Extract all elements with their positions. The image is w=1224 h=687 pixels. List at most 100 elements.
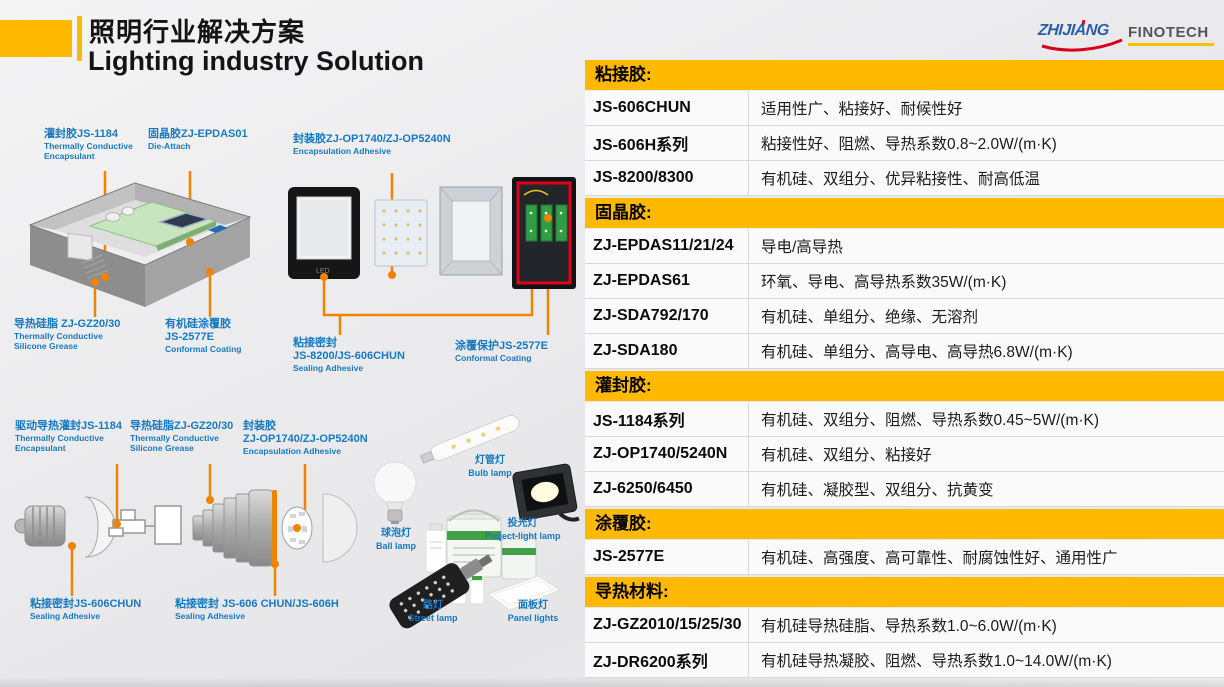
zhijiang-logo-swoosh-icon <box>1041 19 1123 52</box>
header-accent-bar <box>77 16 82 61</box>
lamp-label-flood: 投光灯 Project-light lamp <box>455 518 590 542</box>
product-cell: ZJ-OP1740/5240N <box>593 445 728 462</box>
label-bulb-encapsulation-en: Encapsulation Adhesive <box>243 446 341 457</box>
lamp-label-panel-cn: 面板灯 <box>518 600 548 611</box>
description-cell: 有机硅、双组分、阻燃、导热系数0.45~5W/(m·K) <box>748 402 1224 436</box>
table-row: ZJ-OP1740/5240N 有机硅、双组分、粘接好 <box>585 437 1224 472</box>
label-silicone-grease-en: Thermally Conductive Silicone Grease <box>14 331 103 352</box>
label-driver-encapsulant: 驱动导热灌封JS-1184 Thermally Conductive Encap… <box>15 420 122 454</box>
description-cell: 有机硅、双组分、优异粘接性、耐高低温 <box>748 161 1224 195</box>
label-bulb-sealing-1: 粘接密封JS-606CHUN Sealing Adhesive <box>30 598 141 621</box>
description-cell: 导电/高导热 <box>748 229 1224 263</box>
product-cell: ZJ-EPDAS61 <box>593 272 690 289</box>
label-bulb-sealing-2-cn: 粘接密封 JS-606 CHUN/JS-606H <box>175 598 339 610</box>
label-conformal-coating: 有机硅涂覆胶 JS-2577E Conformal Coating <box>165 318 242 355</box>
table-row: ZJ-6250/6450 有机硅、凝胶型、双组分、抗黄变 <box>585 472 1224 507</box>
description-cell: 有机硅、双组分、粘接好 <box>748 437 1224 471</box>
panel-light-diagram: LED <box>288 173 576 335</box>
label-bulb-sealing-1-en: Sealing Adhesive <box>30 611 101 622</box>
label-bulb-silicone-grease-cn: 导热硅脂ZJ-GZ20/30 <box>130 420 234 432</box>
table-row: JS-606CHUN 适用性广、粘接好、耐候性好 <box>585 91 1224 126</box>
label-conformal-coating-en: Conformal Coating <box>165 344 242 355</box>
pcb-enclosure-diagram <box>28 171 252 317</box>
label-encapsulant-en: Thermally Conductive Encapsulant <box>44 141 133 162</box>
label-encapsulant: 灌封胶JS-1184 Thermally Conductive Encapsul… <box>44 128 133 162</box>
description-cell: 有机硅、单组分、高导电、高导热6.8W/(m·K) <box>748 334 1224 368</box>
page-title-en: Lighting industry Solution <box>88 46 424 76</box>
product-cell: JS-606H系列 <box>593 137 689 154</box>
led-marking-text: LED <box>316 268 330 275</box>
label-die-attach-en: Die-Attach <box>148 141 191 152</box>
description-cell: 粘接性好、阻燃、导热系数0.8~2.0W/(m·K) <box>748 126 1224 160</box>
finotech-logo: FINOTECH <box>1128 24 1220 54</box>
product-cell: JS-1184系列 <box>593 413 685 430</box>
label-bulb-sealing-2-en: Sealing Adhesive <box>175 611 246 622</box>
description-cell: 有机硅导热凝胶、阻燃、导热系数1.0~14.0W/(m·K) <box>748 643 1224 677</box>
finotech-logo-underline <box>1128 43 1214 46</box>
lamp-label-street: 路灯 Street lamp <box>378 600 488 624</box>
table-row: ZJ-DR6200系列 有机硅导热凝胶、阻燃、导热系数1.0~14.0W/(m·… <box>585 643 1224 678</box>
lamp-label-street-en: Street lamp <box>408 612 458 623</box>
table-section-header: 固晶胶: <box>585 198 1224 228</box>
table-section-header: 涂覆胶: <box>585 509 1224 539</box>
bottom-shade <box>0 677 1224 687</box>
lamp-applications-diagram <box>373 414 580 629</box>
label-bulb-silicone-grease: 导热硅脂ZJ-GZ20/30 Thermally Conductive Sili… <box>130 420 233 454</box>
lamp-label-ball-en: Ball lamp <box>375 540 416 551</box>
header-accent-block <box>0 20 72 57</box>
label-conformal-coating-cn: 有机硅涂覆胶 JS-2577E <box>165 318 231 344</box>
bulb-exploded-diagram <box>14 464 358 596</box>
description-cell: 有机硅、高强度、高可靠性、耐腐蚀性好、通用性广 <box>748 540 1224 574</box>
label-sealing-adhesive-cn: 粘接密封 JS-8200/JS-606CHUN <box>293 337 405 363</box>
label-die-attach-cn: 固晶胶ZJ-EPDAS01 <box>148 128 248 140</box>
table-row: ZJ-EPDAS11/21/24 导电/高导热 <box>585 229 1224 264</box>
label-bulb-sealing-2: 粘接密封 JS-606 CHUN/JS-606H Sealing Adhesiv… <box>175 598 339 621</box>
label-driver-encapsulant-en: Thermally Conductive Encapsulant <box>15 433 104 454</box>
label-silicone-grease: 导热硅脂 ZJ-GZ20/30 Thermally Conductive Sil… <box>14 318 120 352</box>
description-cell: 适用性广、粘接好、耐候性好 <box>748 91 1224 125</box>
table-row: JS-2577E 有机硅、高强度、高可靠性、耐腐蚀性好、通用性广 <box>585 540 1224 575</box>
table-row: ZJ-SDA792/170 有机硅、单组分、绝缘、无溶剂 <box>585 299 1224 334</box>
label-silicone-grease-cn: 导热硅脂 ZJ-GZ20/30 <box>14 318 121 330</box>
description-cell: 有机硅、凝胶型、双组分、抗黄变 <box>748 472 1224 506</box>
product-cell: JS-2577E <box>593 548 665 565</box>
label-encapsulation-adhesive-cn: 封装胶ZJ-OP1740/ZJ-OP5240N <box>293 133 451 145</box>
table-row: JS-1184系列 有机硅、双组分、阻燃、导热系数0.45~5W/(m·K) <box>585 402 1224 437</box>
finotech-logo-text: FINOTECH <box>1128 24 1209 41</box>
product-cell: JS-8200/8300 <box>593 169 694 186</box>
table-section-header: 导热材料: <box>585 577 1224 607</box>
description-cell: 有机硅导热硅脂、导热系数1.0~6.0W/(m·K) <box>748 608 1224 642</box>
table-row: ZJ-GZ2010/15/25/30 有机硅导热硅脂、导热系数1.0~6.0W/… <box>585 608 1224 643</box>
product-cell: ZJ-DR6200系列 <box>593 654 708 671</box>
product-cell: JS-606CHUN <box>593 99 691 116</box>
label-driver-encapsulant-cn: 驱动导热灌封JS-1184 <box>15 420 122 432</box>
table-row: JS-606H系列 粘接性好、阻燃、导热系数0.8~2.0W/(m·K) <box>585 126 1224 161</box>
product-cell: ZJ-SDA792/170 <box>593 307 709 324</box>
product-cell: ZJ-GZ2010/15/25/30 <box>593 616 742 633</box>
lamp-label-tube: 灯管灯 Bulb lamp <box>440 455 540 479</box>
product-cell: ZJ-6250/6450 <box>593 480 693 497</box>
lamp-label-ball-cn: 球泡灯 <box>381 528 411 539</box>
lamp-label-street-cn: 路灯 <box>423 600 443 611</box>
lamp-label-panel: 面板灯 Panel lights <box>478 600 588 624</box>
zhijiang-logo-text: ZHIJIANG <box>1037 22 1110 39</box>
label-bulb-silicone-grease-en: Thermally Conductive Silicone Grease <box>130 433 219 454</box>
table-section-header: 粘接胶: <box>585 60 1224 90</box>
table-row: ZJ-EPDAS61 环氧、导电、高导热系数35W/(m·K) <box>585 264 1224 299</box>
product-cell: ZJ-SDA180 <box>593 342 678 359</box>
label-die-attach: 固晶胶ZJ-EPDAS01 Die-Attach <box>148 128 248 151</box>
product-table: 粘接胶: JS-606CHUN 适用性广、粘接好、耐候性好 JS-606H系列 … <box>585 58 1224 678</box>
lamp-label-flood-cn: 投光灯 <box>507 518 538 529</box>
lamp-label-panel-en: Panel lights <box>507 612 559 623</box>
description-cell: 有机硅、单组分、绝缘、无溶剂 <box>748 299 1224 333</box>
description-cell: 环氧、导电、高导热系数35W/(m·K) <box>748 264 1224 298</box>
lamp-label-tube-cn: 灯管灯 <box>475 455 505 466</box>
table-section-header: 灌封胶: <box>585 371 1224 401</box>
label-encapsulant-cn: 灌封胶JS-1184 <box>44 128 118 140</box>
page-title-cn: 照明行业解决方案 <box>89 17 306 47</box>
table-row: JS-8200/8300 有机硅、双组分、优异粘接性、耐高低温 <box>585 161 1224 196</box>
label-coating-protection-cn: 涂覆保护JS-2577E <box>455 340 548 352</box>
label-bulb-sealing-1-cn: 粘接密封JS-606CHUN <box>30 598 142 610</box>
lamp-label-ball: 球泡灯 Ball lamp <box>360 528 432 552</box>
